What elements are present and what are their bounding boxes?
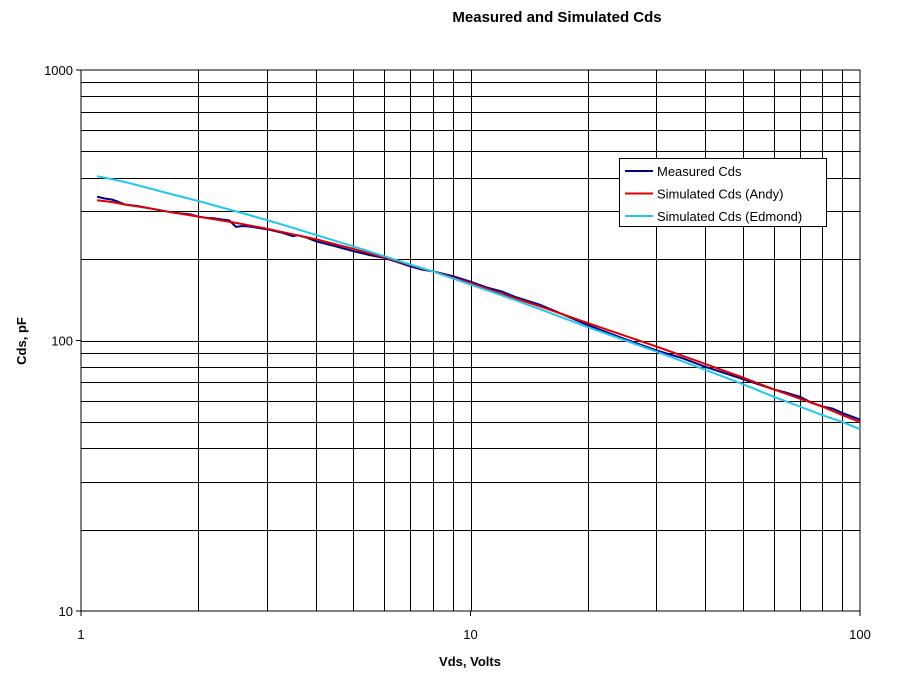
x-axis-label: Vds, Volts bbox=[439, 654, 501, 669]
legend-label: Measured Cds bbox=[657, 164, 742, 179]
series-group bbox=[96, 175, 861, 431]
y-tick-label: 100 bbox=[51, 334, 73, 349]
x-tick-label: 10 bbox=[463, 627, 477, 642]
series-line-3 bbox=[96, 175, 861, 431]
x-tick-label: 100 bbox=[849, 627, 871, 642]
x-axis-ticks: 1 10 100 bbox=[77, 611, 871, 642]
legend: Measured Cds Simulated Cds (Andy) Simulate… bbox=[619, 158, 827, 227]
plot-area bbox=[80, 69, 861, 612]
legend-label: Simulated Cds (Andy) bbox=[657, 187, 783, 202]
x-tick-label: 1 bbox=[77, 627, 84, 642]
legend-label: Simulated Cds (Edmond) bbox=[657, 209, 802, 224]
y-tick-label: 1000 bbox=[44, 63, 73, 78]
y-axis-ticks: 10 100 1000 bbox=[44, 63, 81, 619]
legend-box bbox=[619, 158, 827, 227]
y-tick-label: 10 bbox=[59, 604, 73, 619]
y-axis-label: Cds, pF bbox=[14, 317, 29, 365]
chart-title: Measured and Simulated Cds bbox=[452, 9, 661, 26]
